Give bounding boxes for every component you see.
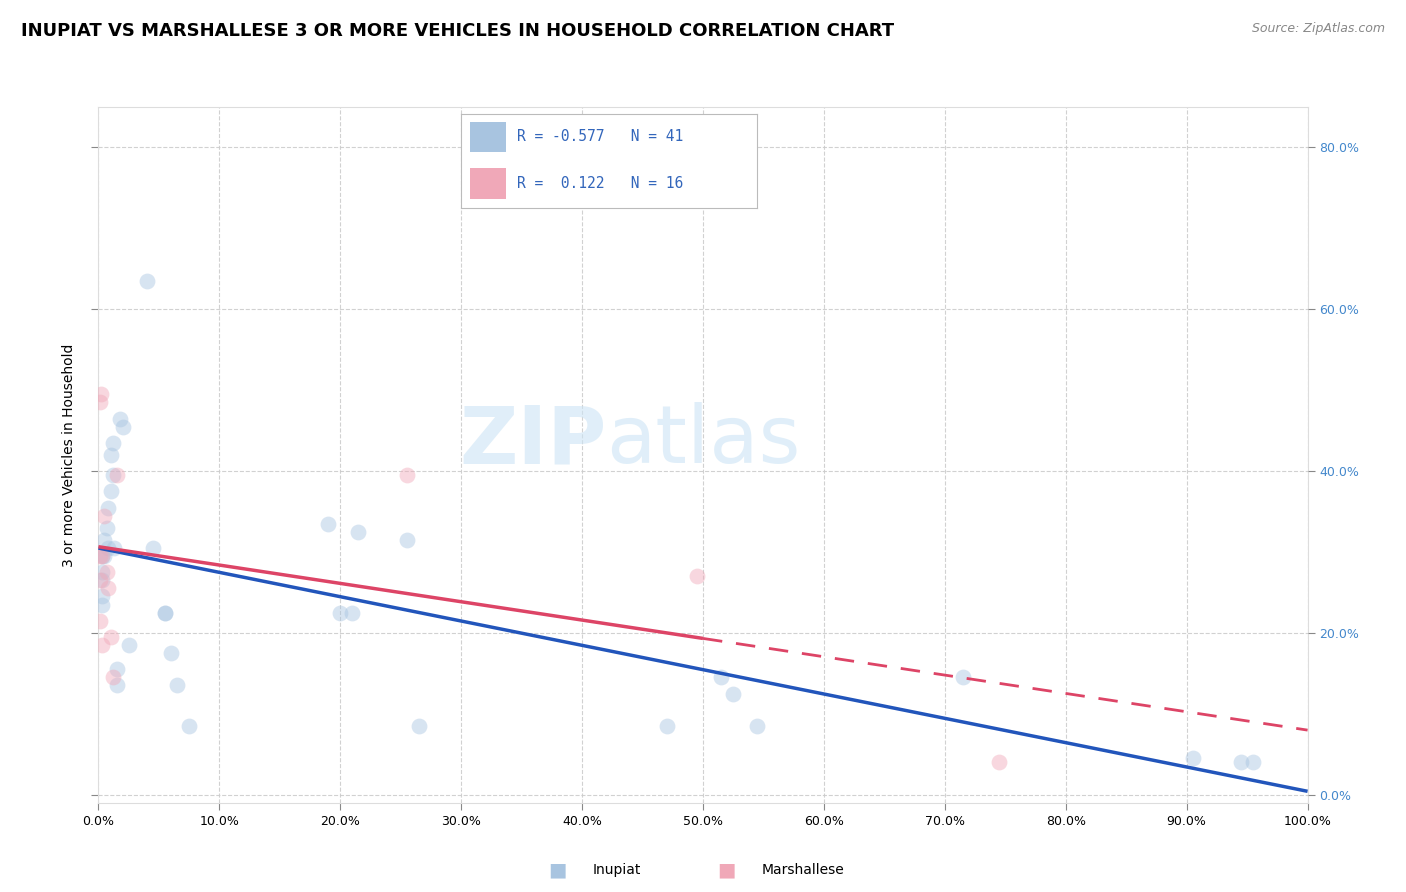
Point — [91, 566, 114, 580]
Bar — [470, 121, 506, 152]
Point — [93, 533, 115, 547]
Point — [97, 500, 120, 515]
Point — [747, 719, 769, 733]
Point — [96, 521, 118, 535]
Point — [395, 533, 418, 547]
Point — [91, 574, 114, 588]
Point — [1241, 756, 1264, 770]
Point — [90, 387, 112, 401]
Point — [342, 606, 364, 620]
Point — [1230, 756, 1253, 770]
Point — [952, 670, 974, 684]
Point — [100, 448, 122, 462]
Point — [105, 468, 128, 483]
Text: Source: ZipAtlas.com: Source: ZipAtlas.com — [1251, 22, 1385, 36]
Point — [93, 549, 115, 563]
Y-axis label: 3 or more Vehicles in Household: 3 or more Vehicles in Household — [62, 343, 76, 566]
Text: R = -0.577   N = 41: R = -0.577 N = 41 — [517, 129, 683, 144]
Text: R =  0.122   N = 16: R = 0.122 N = 16 — [517, 176, 683, 191]
Text: ■: ■ — [548, 860, 567, 880]
Point — [91, 549, 114, 563]
Point — [710, 670, 733, 684]
Point — [153, 606, 176, 620]
Text: INUPIAT VS MARSHALLESE 3 OR MORE VEHICLES IN HOUSEHOLD CORRELATION CHART: INUPIAT VS MARSHALLESE 3 OR MORE VEHICLE… — [21, 22, 894, 40]
Point — [179, 719, 201, 733]
Point — [91, 598, 114, 612]
Point — [89, 549, 111, 563]
Point — [723, 687, 745, 701]
Point — [395, 468, 418, 483]
Point — [91, 638, 114, 652]
Point — [89, 574, 111, 588]
Point — [408, 719, 430, 733]
Point — [100, 630, 122, 644]
Point — [160, 646, 183, 660]
Point — [105, 678, 128, 692]
Point — [316, 516, 339, 531]
Point — [97, 582, 120, 596]
Point — [686, 569, 709, 583]
Point — [89, 614, 111, 628]
Text: ZIP: ZIP — [458, 402, 606, 480]
Point — [135, 274, 157, 288]
Point — [1181, 751, 1204, 765]
Point — [105, 662, 128, 676]
Point — [655, 719, 678, 733]
Point — [101, 435, 124, 450]
Point — [91, 549, 114, 563]
Point — [347, 524, 370, 539]
Text: Inupiat: Inupiat — [593, 863, 641, 877]
Point — [988, 756, 1011, 770]
Point — [108, 411, 131, 425]
Point — [100, 484, 122, 499]
Point — [96, 566, 118, 580]
Text: atlas: atlas — [606, 402, 800, 480]
Point — [329, 606, 352, 620]
Point — [111, 419, 134, 434]
Bar — [470, 169, 506, 199]
Point — [103, 541, 125, 555]
Point — [153, 606, 176, 620]
Point — [101, 468, 124, 483]
Text: ■: ■ — [717, 860, 735, 880]
Point — [118, 638, 141, 652]
Point — [93, 508, 115, 523]
Text: Marshallese: Marshallese — [762, 863, 845, 877]
Point — [166, 678, 188, 692]
Point — [97, 541, 120, 555]
Point — [89, 395, 111, 409]
Point — [101, 670, 124, 684]
Point — [91, 590, 114, 604]
Point — [142, 541, 165, 555]
